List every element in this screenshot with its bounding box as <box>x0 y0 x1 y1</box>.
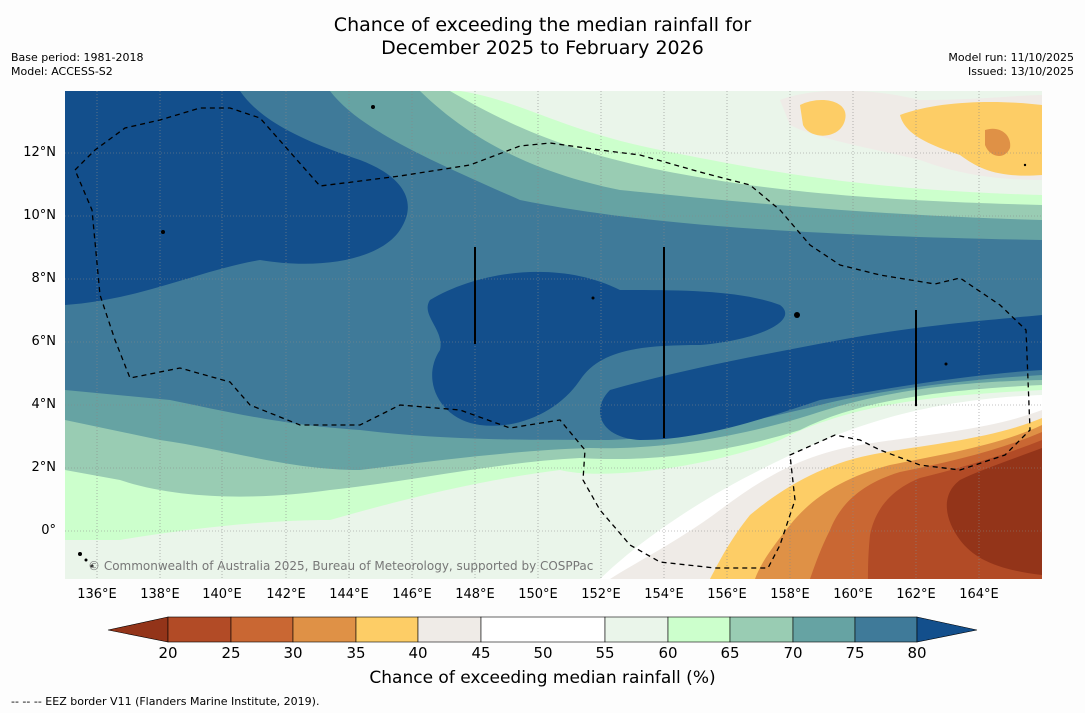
lon-label: 148°E <box>455 587 495 602</box>
colorbar-bin-35 <box>355 616 419 643</box>
colorbar-tick: 75 <box>845 644 865 662</box>
lon-label: 152°E <box>581 587 621 602</box>
eez-legend-note: -- -- -- EEZ border V11 (Flanders Marine… <box>11 695 320 708</box>
colorbar-tick: 60 <box>658 644 678 662</box>
colorbar-tick: 45 <box>471 644 491 662</box>
lon-label: 136°E <box>77 587 117 602</box>
colorbar-bin-75 <box>854 616 918 643</box>
colorbar-bin-55 <box>604 616 669 643</box>
run-info: Model run: 11/10/2025 Issued: 13/10/2025 <box>948 51 1074 79</box>
islands <box>78 105 1027 568</box>
colorbar-tick: 35 <box>346 644 366 662</box>
colorbar-over <box>916 616 978 643</box>
colorbar-tick: 30 <box>283 644 303 662</box>
eez-border <box>74 107 1031 569</box>
lon-label: 146°E <box>392 587 432 602</box>
colorbar-bin-60 <box>667 616 731 643</box>
model-run-date: Model run: 11/10/2025 <box>948 51 1074 64</box>
lat-label: 6°N <box>31 334 57 349</box>
probability-field <box>65 91 1042 579</box>
colorbar-tick: 50 <box>533 644 553 662</box>
copyright-notice: © Commonwealth of Australia 2025, Bureau… <box>88 559 593 573</box>
title-line-1: Chance of exceeding the median rainfall … <box>333 14 752 36</box>
colorbar-tick: 70 <box>783 644 803 662</box>
title-line-2: December 2025 to February 2026 <box>381 37 704 59</box>
lon-label: 162°E <box>896 587 936 602</box>
colorbar-tick: 65 <box>720 644 740 662</box>
model-name: Model: ACCESS-S2 <box>11 65 113 78</box>
lat-label: 0° <box>41 523 56 538</box>
colorbar-bin-25 <box>230 616 294 643</box>
lat-label: 4°N <box>31 397 57 412</box>
lat-label: 12°N <box>23 145 56 160</box>
lon-label: 140°E <box>202 587 242 602</box>
colorbar-bin-40 <box>417 616 482 643</box>
lon-label: 142°E <box>266 587 306 602</box>
colorbar-bin-20 <box>167 616 232 643</box>
colorbar-title: Chance of exceeding median rainfall (%) <box>369 668 716 688</box>
colorbar <box>107 616 978 643</box>
lat-label: 2°N <box>31 460 57 475</box>
colorbar-tick: 25 <box>221 644 241 662</box>
lon-label: 156°E <box>707 587 747 602</box>
base-period: Base period: 1981-2018 <box>11 51 144 64</box>
colorbar-tick: 55 <box>595 644 615 662</box>
lon-label: 154°E <box>644 587 684 602</box>
lon-label: 164°E <box>959 587 999 602</box>
lon-label: 160°E <box>833 587 873 602</box>
lon-label: 144°E <box>329 587 369 602</box>
issued-date: Issued: 13/10/2025 <box>967 65 1074 78</box>
colorbar-bin-65 <box>729 616 794 643</box>
colorbar-tick: 40 <box>408 644 428 662</box>
lat-label: 10°N <box>23 208 56 223</box>
colorbar-bin-45 <box>480 616 606 643</box>
model-info: Base period: 1981-2018 Model: ACCESS-S2 <box>11 51 143 79</box>
lon-label: 150°E <box>518 587 558 602</box>
lon-label: 158°E <box>770 587 810 602</box>
colorbar-tick: 20 <box>158 644 178 662</box>
lon-label: 138°E <box>140 587 180 602</box>
colorbar-under <box>107 616 169 643</box>
map-title: Chance of exceeding the median rainfall … <box>0 14 1085 60</box>
lat-label: 8°N <box>31 271 57 286</box>
region-markers <box>474 247 917 438</box>
colorbar-bin-30 <box>292 616 357 643</box>
colorbar-bin-70 <box>792 616 856 643</box>
colorbar-tick: 80 <box>907 644 927 662</box>
